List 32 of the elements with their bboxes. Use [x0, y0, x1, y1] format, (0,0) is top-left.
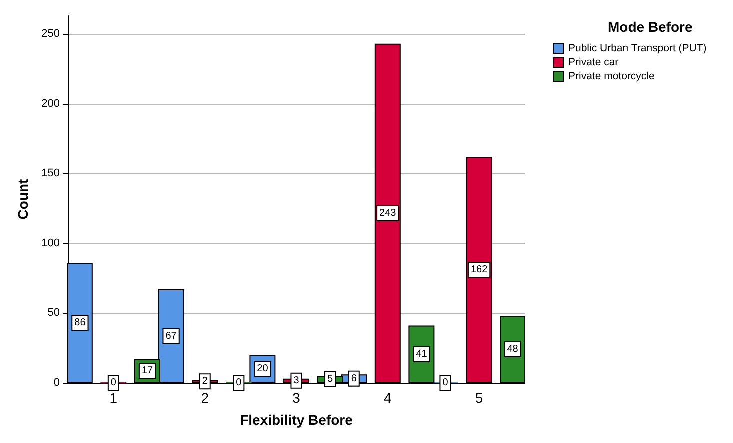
x-tick-label: 1 [110, 390, 118, 406]
data-label: 67 [166, 330, 178, 342]
legend-label: Private motorcycle [568, 70, 656, 82]
data-label: 48 [507, 344, 519, 356]
x-tick-label: 3 [292, 390, 301, 406]
x-tick-label: 4 [384, 390, 392, 406]
data-label: 243 [380, 208, 397, 219]
legend-label: Public Urban Transport (PUT) [568, 42, 707, 54]
y-tick-label: 50 [48, 307, 60, 320]
y-tick-label: 0 [54, 377, 60, 389]
y-axis-title: Count [15, 178, 31, 220]
data-label: 41 [416, 348, 428, 360]
legend-title: Mode Before [608, 19, 693, 35]
data-label: 20 [257, 364, 269, 375]
y-tick-label: 100 [42, 237, 60, 250]
data-label: 0 [110, 378, 117, 388]
y-tick-label: 250 [42, 28, 60, 40]
data-label: 0 [236, 378, 242, 388]
legend-label: Private car [568, 56, 620, 68]
data-label: 0 [442, 378, 449, 388]
data-label: 86 [74, 317, 86, 328]
x-axis-title: Flexibility Before [240, 412, 354, 428]
data-label: 17 [142, 366, 154, 377]
data-label: 5 [328, 374, 334, 386]
data-label: 2 [202, 376, 208, 388]
data-label: 162 [470, 264, 488, 276]
x-tick-label: 5 [475, 390, 484, 406]
y-tick-label: 150 [42, 168, 60, 180]
x-tick-label: 2 [201, 390, 210, 406]
data-label: 6 [351, 373, 358, 384]
data-label: 3 [294, 375, 300, 386]
y-tick-label: 200 [42, 98, 60, 110]
